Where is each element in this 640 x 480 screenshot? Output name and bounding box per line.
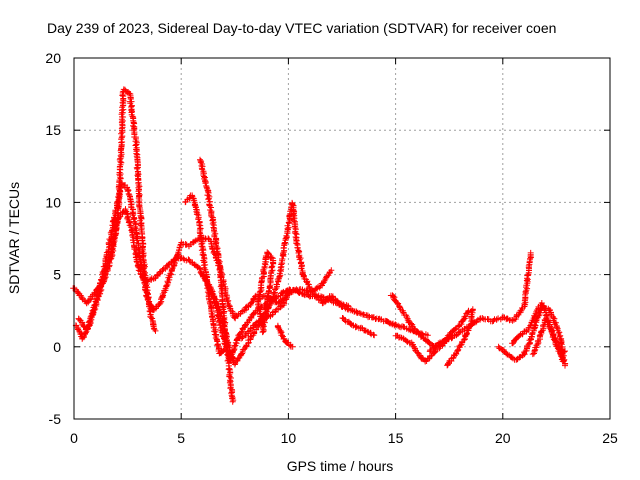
y-axis-label: SDTVAR / TECUs: [6, 182, 22, 294]
series-markers: [529, 315, 566, 365]
x-tick-labels: 0 5 10 15 20 25: [70, 430, 618, 446]
chart-title: Day 239 of 2023, Sidereal Day-to-day VTE…: [47, 20, 556, 36]
grid-lines: [74, 58, 610, 419]
series-track-17: [529, 315, 566, 365]
series-markers: [233, 199, 352, 343]
series-track-10: [339, 315, 378, 339]
x-tick-label: 5: [177, 430, 185, 446]
x-tick-label: 20: [495, 430, 511, 446]
series-markers: [75, 206, 431, 364]
series-track-11: [387, 292, 472, 349]
series-markers: [387, 292, 472, 349]
plot-frame: [73, 57, 611, 420]
x-tick-label: 0: [70, 430, 78, 446]
series-markers: [495, 303, 569, 369]
y-tick-label: 10: [45, 194, 61, 210]
series-markers: [254, 249, 277, 336]
x-tick-label: 10: [281, 430, 297, 446]
y-tick-label: 0: [53, 339, 61, 355]
x-tick-label: 25: [602, 430, 618, 446]
y-tick-label: -5: [49, 411, 62, 427]
x-axis-label: GPS time / hours: [287, 458, 394, 474]
y-tick-label: 20: [45, 50, 61, 66]
series-track-8: [254, 249, 277, 336]
tick-marks: [73, 57, 611, 420]
series-track-13: [426, 249, 534, 355]
series-markers: [339, 315, 378, 339]
series-markers: [274, 322, 296, 350]
data-marks: [70, 86, 569, 405]
series-track-9: [274, 322, 296, 350]
series-track-15: [495, 303, 569, 369]
series-track-14: [444, 306, 476, 369]
x-tick-label: 15: [388, 430, 404, 446]
y-tick-label: 5: [53, 267, 61, 283]
series-track-7: [233, 199, 352, 343]
series-markers: [426, 249, 534, 355]
y-tick-labels: -5 0 5 10 15 20: [45, 50, 61, 427]
series-track-3: [75, 206, 431, 364]
series-markers: [444, 306, 476, 369]
y-tick-label: 15: [45, 122, 61, 138]
